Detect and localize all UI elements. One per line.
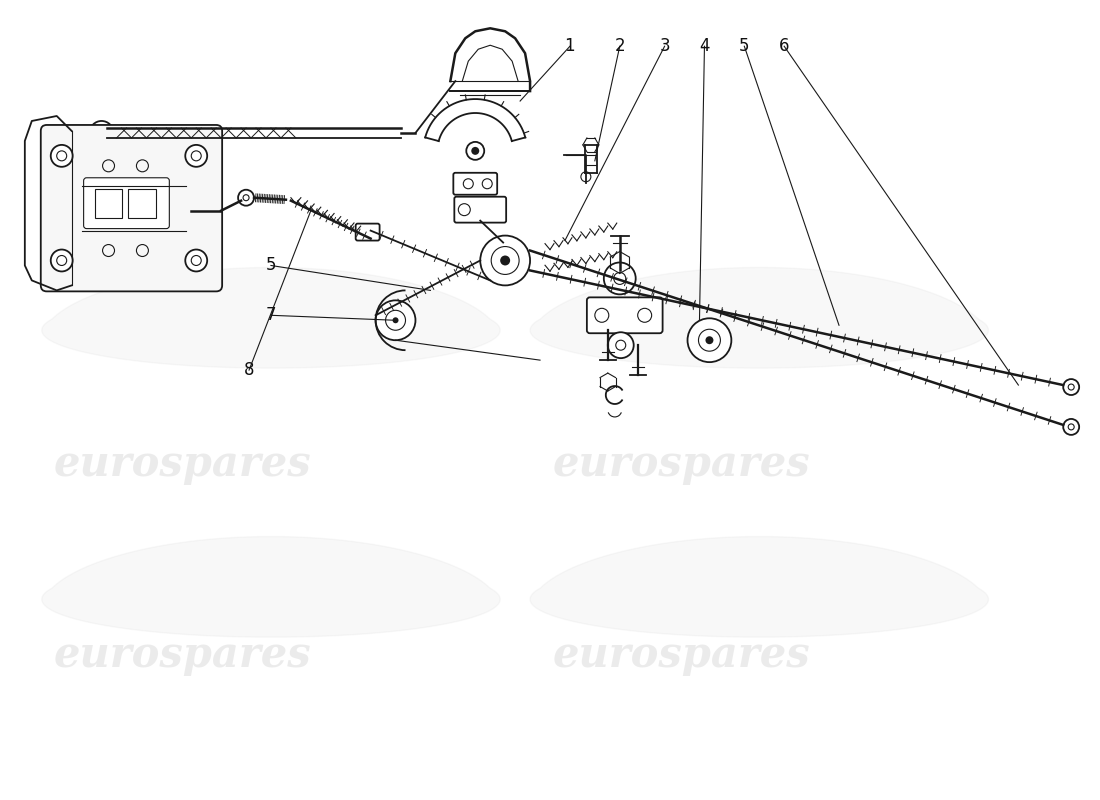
Circle shape bbox=[500, 255, 510, 266]
Text: 6: 6 bbox=[779, 38, 790, 55]
Polygon shape bbox=[530, 537, 989, 637]
Circle shape bbox=[185, 145, 207, 167]
Polygon shape bbox=[42, 267, 501, 368]
Circle shape bbox=[608, 332, 634, 358]
Text: eurospares: eurospares bbox=[54, 634, 311, 676]
Text: 8: 8 bbox=[244, 361, 254, 379]
Text: eurospares: eurospares bbox=[552, 634, 811, 676]
Text: 2: 2 bbox=[615, 38, 625, 55]
Text: eurospares: eurospares bbox=[552, 442, 811, 485]
FancyBboxPatch shape bbox=[84, 178, 169, 229]
Circle shape bbox=[1064, 379, 1079, 395]
Circle shape bbox=[604, 262, 636, 294]
Circle shape bbox=[705, 336, 714, 344]
Text: 5: 5 bbox=[266, 257, 276, 274]
Text: 5: 5 bbox=[739, 38, 749, 55]
Polygon shape bbox=[42, 537, 501, 637]
FancyBboxPatch shape bbox=[587, 298, 662, 334]
Circle shape bbox=[185, 250, 207, 271]
Circle shape bbox=[51, 145, 73, 167]
Circle shape bbox=[481, 235, 530, 286]
Circle shape bbox=[471, 147, 480, 155]
Circle shape bbox=[238, 190, 254, 206]
FancyBboxPatch shape bbox=[453, 173, 497, 194]
Circle shape bbox=[1064, 419, 1079, 435]
Text: 4: 4 bbox=[700, 38, 710, 55]
Circle shape bbox=[393, 318, 398, 323]
Circle shape bbox=[375, 300, 416, 340]
FancyBboxPatch shape bbox=[454, 197, 506, 222]
Circle shape bbox=[688, 318, 732, 362]
Text: 7: 7 bbox=[266, 306, 276, 324]
Circle shape bbox=[89, 121, 113, 145]
Text: 1: 1 bbox=[564, 38, 575, 55]
FancyBboxPatch shape bbox=[355, 224, 380, 241]
Polygon shape bbox=[530, 267, 989, 368]
FancyBboxPatch shape bbox=[41, 125, 222, 291]
Text: 3: 3 bbox=[659, 38, 670, 55]
Circle shape bbox=[51, 250, 73, 271]
Text: eurospares: eurospares bbox=[54, 442, 311, 485]
